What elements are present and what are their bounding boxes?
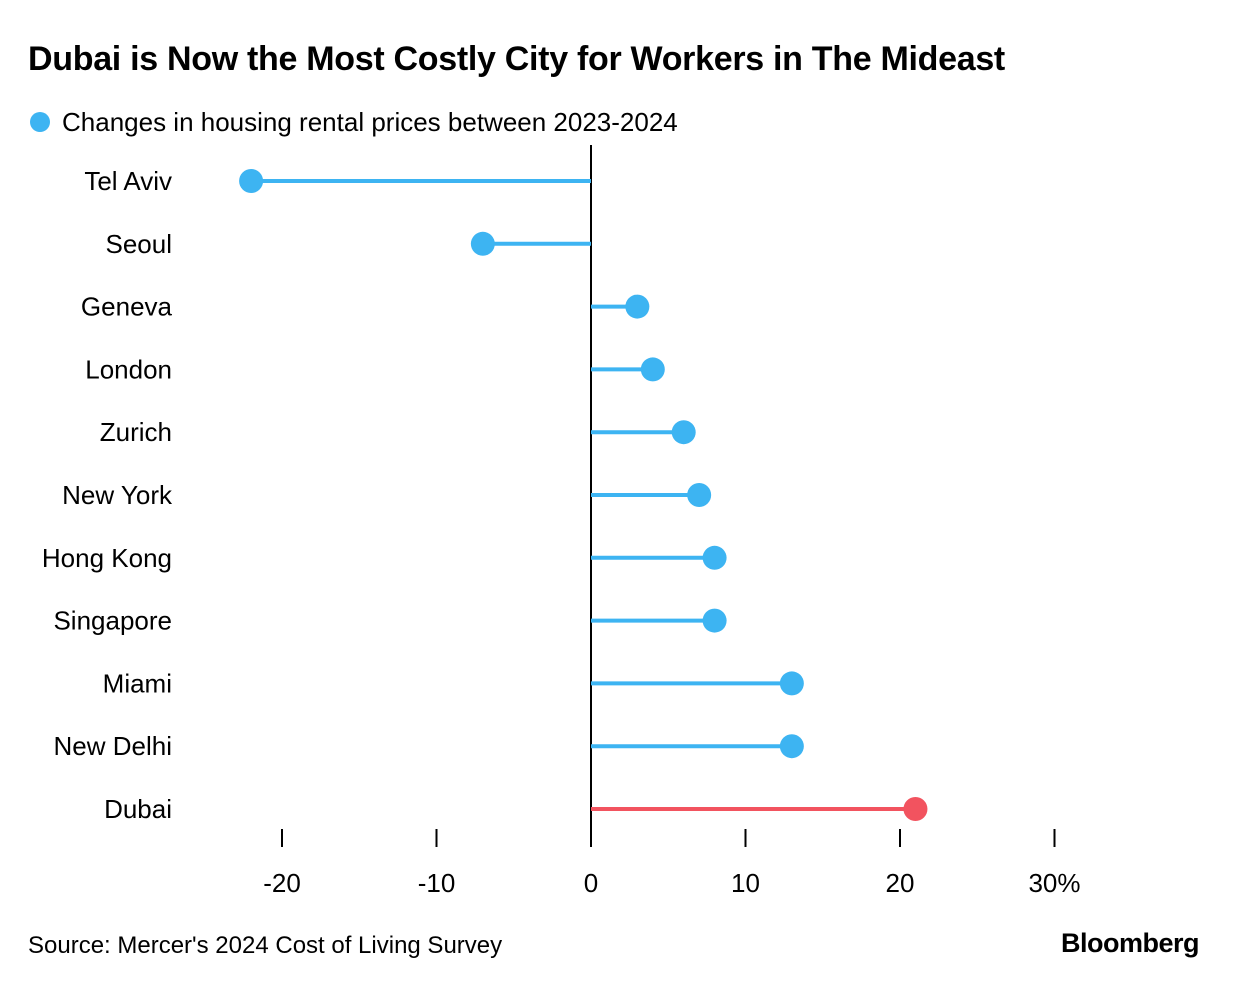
lollipop-dot (702, 608, 727, 633)
category-label: Dubai (104, 794, 172, 824)
category-label: New Delhi (54, 731, 173, 761)
lollipop-dot (779, 671, 804, 696)
x-tick-label: 0 (584, 868, 598, 898)
lollipop-dot (903, 797, 928, 821)
lollipop-dot (779, 734, 804, 759)
x-tick-label: -10 (418, 868, 456, 898)
lollipop-dot (625, 294, 650, 319)
category-label: London (85, 354, 172, 384)
legend: Changes in housing rental prices between… (30, 106, 678, 138)
x-tick-label: 20 (886, 868, 915, 898)
x-tick-label: 30% (1028, 868, 1080, 898)
lollipop-dot (687, 483, 712, 507)
category-label: Singapore (53, 606, 172, 636)
category-label: Geneva (81, 292, 173, 322)
category-label: New York (62, 480, 173, 510)
x-tick-label: 10 (731, 868, 760, 898)
category-label: Seoul (106, 229, 173, 259)
category-label: Miami (103, 668, 172, 698)
bloomberg-logo: Bloomberg (1060, 928, 1200, 958)
category-label: Zurich (100, 417, 172, 447)
category-label: Tel Aviv (84, 166, 172, 196)
chart-title: Dubai is Now the Most Costly City for Wo… (28, 40, 1005, 78)
lollipop-dot (470, 231, 495, 256)
lollipop-dot (702, 545, 727, 570)
lollipop-dot (671, 420, 696, 445)
lollipop-dot (640, 357, 665, 382)
legend-dot-icon (30, 112, 50, 132)
lollipop-dot (239, 169, 264, 193)
source-note: Source: Mercer's 2024 Cost of Living Sur… (28, 932, 503, 959)
legend-label: Changes in housing rental prices between… (62, 106, 678, 137)
category-label: Hong Kong (42, 543, 172, 573)
x-tick-label: -20 (263, 868, 301, 898)
